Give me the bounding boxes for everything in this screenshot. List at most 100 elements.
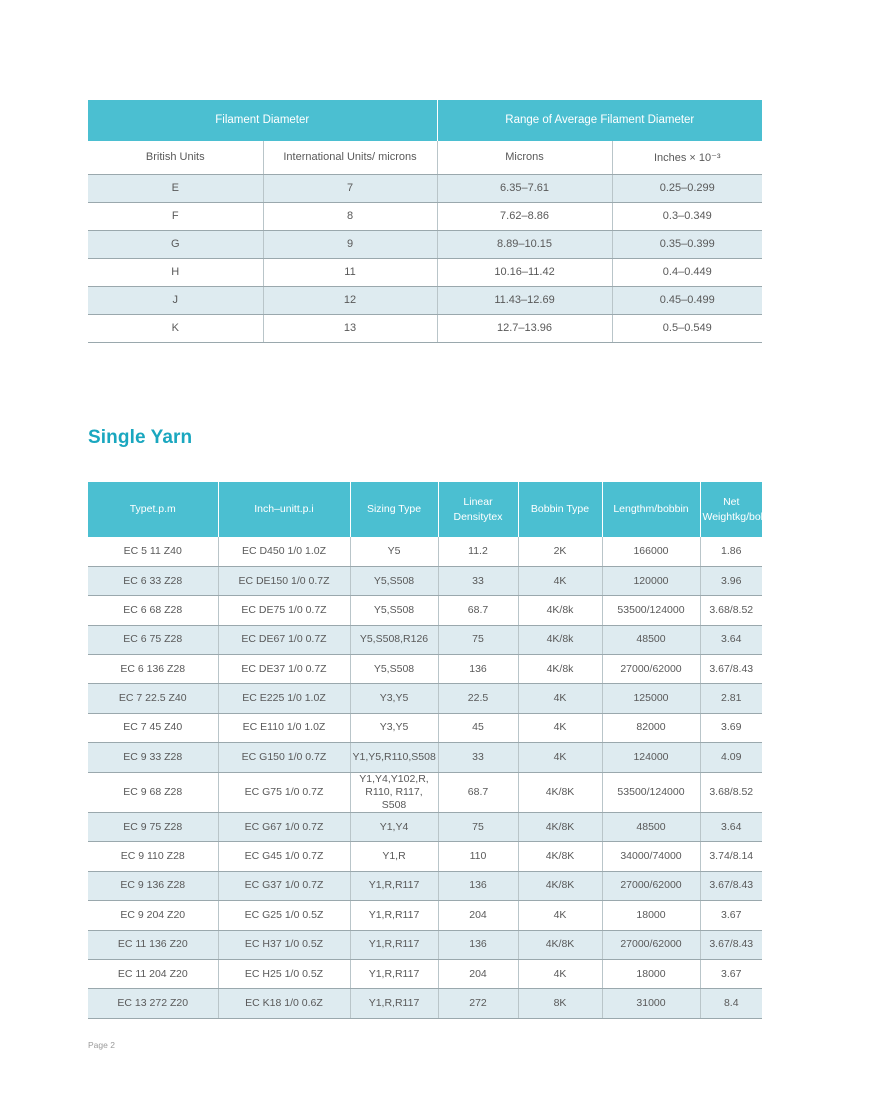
table-cell: 4.09 xyxy=(700,742,762,773)
table-row: EC 6 136 Z28 EC DE37 1/0 0.7Z Y5,S508 136 4K… xyxy=(88,654,762,685)
table-cell: 0.3–0.349 xyxy=(612,202,763,231)
table-cell: 68.7 xyxy=(438,595,519,626)
table-cell: EC 9 68 Z28 xyxy=(88,772,219,814)
table-cell: 10.16–11.42 xyxy=(437,258,613,287)
column-header: Inch–unitt.p.i xyxy=(218,482,351,537)
column-header: Sizing Type xyxy=(350,482,439,537)
table-cell: EC DE150 1/0 0.7Z xyxy=(218,566,351,597)
table-cell: Y5 xyxy=(350,537,439,567)
table-cell: 13 xyxy=(263,314,438,343)
table-cell: 3.67/8.43 xyxy=(700,871,762,902)
table-cell: 110 xyxy=(438,841,519,872)
table-cell: 1.86 xyxy=(700,537,762,567)
group-header-filament-diameter: Filament Diameter xyxy=(88,100,438,141)
single-yarn-table: Typet.p.m Inch–unitt.p.i Sizing Type Linear… xyxy=(88,482,781,1019)
table-cell: EC G37 1/0 0.7Z xyxy=(218,871,351,902)
table-cell: 204 xyxy=(438,900,519,931)
table-row: EC 7 45 Z40 EC E110 1/0 1.0Z Y3,Y5 45 4K 8200… xyxy=(88,713,762,744)
table-cell: EC H37 1/0 0.5Z xyxy=(218,930,351,960)
column-header-line1: Type xyxy=(129,503,153,516)
table-row: EC 6 75 Z28 EC DE67 1/0 0.7Z Y5,S508,R126 7… xyxy=(88,625,762,656)
table-cell: 4K/8K xyxy=(518,812,603,843)
column-header-line1: Bobbin Type xyxy=(530,503,590,516)
table-cell: 11 xyxy=(263,258,438,287)
page-footer: Page 2 xyxy=(88,1040,115,1050)
column-header-line2: t.p.i xyxy=(296,503,314,516)
column-header: Lengthm/bobbin xyxy=(602,482,701,537)
table-cell: EC K18 1/0 0.6Z xyxy=(218,988,351,1019)
table-cell: EC 6 33 Z28 xyxy=(88,566,219,597)
table-row: EC 11 204 Z20 EC H25 1/0 0.5Z Y1,R,R117 204… xyxy=(88,959,762,990)
table-cell: EC G67 1/0 0.7Z xyxy=(218,812,351,843)
table-cell: 9 xyxy=(263,230,438,259)
table-cell: EC G25 1/0 0.5Z xyxy=(218,900,351,931)
table-cell: 7 xyxy=(263,174,438,203)
table-cell: 27000/62000 xyxy=(602,871,701,902)
table-cell: 4K xyxy=(518,713,603,744)
table-group-header-row: Filament Diameter Range of Average Filam… xyxy=(88,100,763,141)
table-cell: 4K xyxy=(518,742,603,773)
table-cell: 8 xyxy=(263,202,438,231)
table-cell: 3.69 xyxy=(700,713,762,744)
table-cell: 3.64 xyxy=(700,625,762,656)
table-cell: 82000 xyxy=(602,713,701,744)
table-row: EC 9 136 Z28 EC G37 1/0 0.7Z Y1,R,R117 136 4… xyxy=(88,871,762,902)
table-row: EC 6 68 Z28 EC DE75 1/0 0.7Z Y5,S508 68.7 4K… xyxy=(88,595,762,626)
table-cell: EC 9 136 Z28 xyxy=(88,871,219,902)
table-cell: 0.4–0.449 xyxy=(612,258,763,287)
table-cell: Y5,S508 xyxy=(350,654,439,685)
column-header-line1: Linear Density xyxy=(453,496,493,523)
table-row: EC 9 204 Z20 EC G25 1/0 0.5Z Y1,R,R117 204 4… xyxy=(88,900,762,931)
table-cell: EC 6 136 Z28 xyxy=(88,654,219,685)
table-cell: 166000 xyxy=(602,537,701,567)
table-row: EC 9 68 Z28 EC G75 1/0 0.7Z Y1,Y4,Y102,R, R… xyxy=(88,772,762,814)
table-cell: 124000 xyxy=(602,742,701,773)
table-cell: EC DE37 1/0 0.7Z xyxy=(218,654,351,685)
cell-line: R110, R117, S508 xyxy=(365,785,423,811)
table-cell: EC DE67 1/0 0.7Z xyxy=(218,625,351,656)
table-cell: EC D450 1/0 1.0Z xyxy=(218,537,351,567)
table-row: EC 13 272 Z20 EC K18 1/0 0.6Z Y1,R,R117 272… xyxy=(88,988,762,1019)
table-cell: 48500 xyxy=(602,625,701,656)
table-cell: EC 6 68 Z28 xyxy=(88,595,219,626)
table-cell: 3.96 xyxy=(700,566,762,597)
table-cell: EC 6 75 Z28 xyxy=(88,625,219,656)
table-row: EC 11 136 Z20 EC H37 1/0 0.5Z Y1,R,R117 136… xyxy=(88,930,762,960)
table-cell: Y1,R,R117 xyxy=(350,988,439,1019)
table-cell: 3.64 xyxy=(700,812,762,843)
table-cell: EC 7 22.5 Z40 xyxy=(88,683,219,714)
column-header: Net Weightkg/bobbin xyxy=(700,482,781,537)
table-cell: 27000/62000 xyxy=(602,930,701,960)
table-cell: 4K xyxy=(518,959,603,990)
table-row: H 11 10.16–11.42 0.4–0.449 xyxy=(88,258,763,287)
table-cell: 4K/8K xyxy=(518,772,603,814)
table-cell: 53500/124000 xyxy=(602,595,701,626)
column-header: Bobbin Type xyxy=(518,482,603,537)
table-cell: 48500 xyxy=(602,812,701,843)
table-cell: 22.5 xyxy=(438,683,519,714)
table-cell: Y1,Y4 xyxy=(350,812,439,843)
table-cell: 12.7–13.96 xyxy=(437,314,613,343)
table-cell: 3.67/8.43 xyxy=(700,930,762,960)
table-cell: 18000 xyxy=(602,900,701,931)
table-cell: 0.5–0.549 xyxy=(612,314,763,343)
table-cell: 4K xyxy=(518,900,603,931)
column-header-line1: Length xyxy=(613,503,646,516)
table-cell: 0.25–0.299 xyxy=(612,174,763,203)
table-row: J 12 11.43–12.69 0.45–0.499 xyxy=(88,286,763,315)
column-header-line1: Sizing Type xyxy=(366,503,422,516)
filament-diameter-table: Filament Diameter Range of Average Filam… xyxy=(88,100,763,343)
table-row: EC 9 75 Z28 EC G67 1/0 0.7Z Y1,Y4 75 4K/8K 48… xyxy=(88,812,762,843)
table-cell: EC E110 1/0 1.0Z xyxy=(218,713,351,744)
table-row: EC 6 33 Z28 EC DE150 1/0 0.7Z Y5,S508 33 4K 1… xyxy=(88,566,762,597)
table-cell: 4K/8K xyxy=(518,871,603,902)
table-cell: 3.67 xyxy=(700,959,762,990)
column-header-microns: Microns xyxy=(437,141,613,175)
table-cell: EC 11 204 Z20 xyxy=(88,959,219,990)
table-cell: Y5,S508 xyxy=(350,566,439,597)
column-header-british-units: British Units xyxy=(88,141,264,175)
table-cell: 53500/124000 xyxy=(602,772,701,814)
table-cell: EC 9 75 Z28 xyxy=(88,812,219,843)
table-cell: EC 13 272 Z20 xyxy=(88,988,219,1019)
